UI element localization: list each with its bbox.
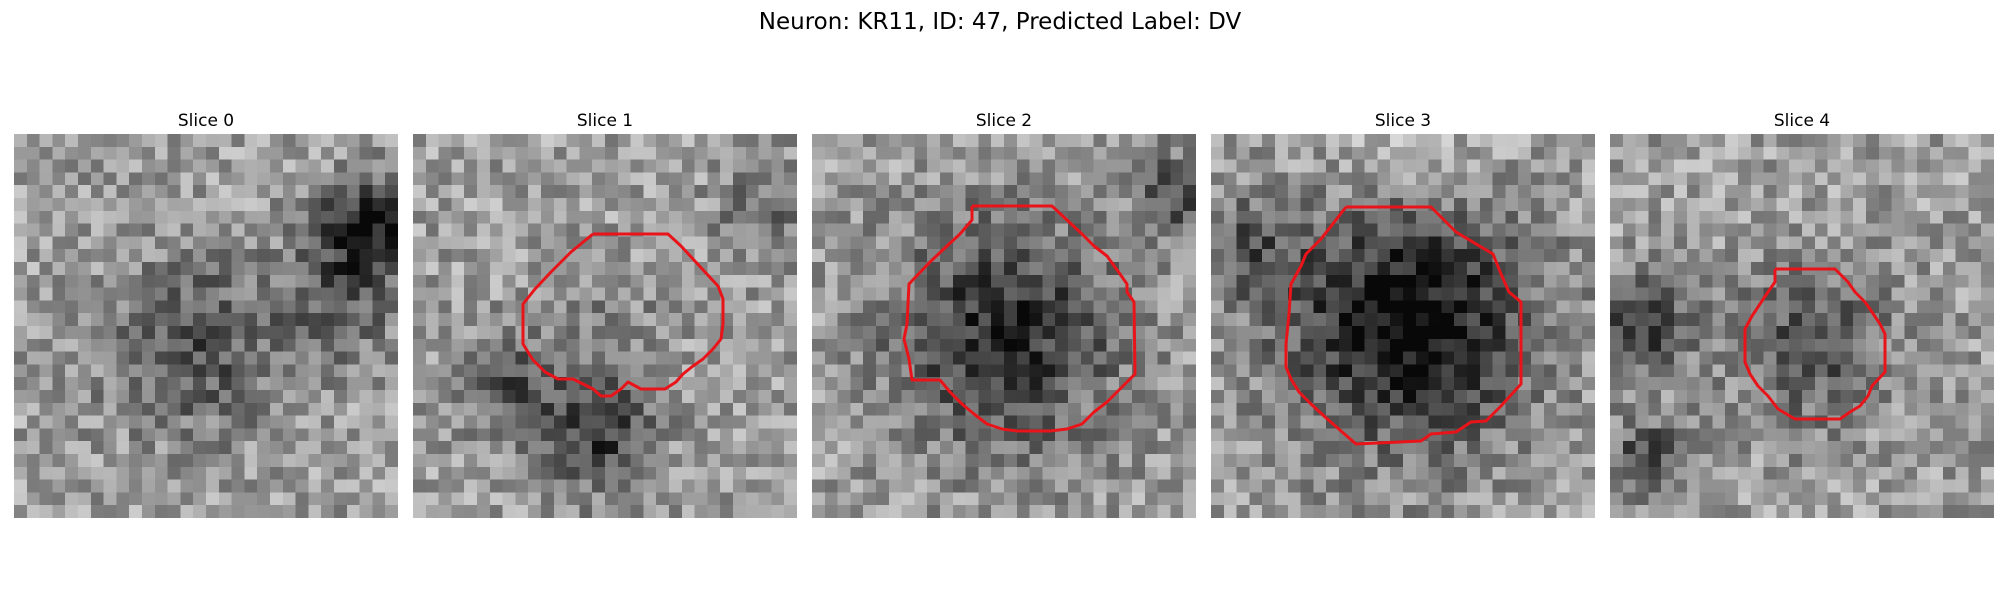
slice-title: Slice 0 <box>177 111 235 131</box>
slice-panel-4: Slice 4 <box>1610 108 1994 518</box>
slice-title: Slice 1 <box>576 111 634 131</box>
slice-title: Slice 3 <box>1374 111 1432 131</box>
slice-panel-0: Slice 0 <box>14 108 398 518</box>
slice-image <box>413 134 797 518</box>
slice-image <box>812 134 1196 518</box>
roi-contour-overlay <box>1284 205 1523 446</box>
slice-image <box>14 134 398 518</box>
slice-title: Slice 2 <box>975 111 1033 131</box>
slice-title: Slice 4 <box>1773 111 1831 131</box>
roi-contour <box>1284 205 1523 446</box>
slice-panel-3: Slice 3 <box>1211 108 1595 518</box>
roi-contour-overlay <box>1743 267 1887 421</box>
slice-panel-2: Slice 2 <box>812 108 1196 518</box>
roi-contour-overlay <box>902 204 1137 433</box>
slice-image <box>1211 134 1595 518</box>
roi-contour <box>521 232 725 398</box>
slice-image <box>1610 134 1994 518</box>
roi-contour <box>1743 267 1887 421</box>
roi-contour-overlay <box>521 232 725 398</box>
roi-contour <box>902 204 1137 433</box>
slice-panel-1: Slice 1 <box>413 108 797 518</box>
figure-title: Neuron: KR11, ID: 47, Predicted Label: D… <box>758 9 1242 35</box>
